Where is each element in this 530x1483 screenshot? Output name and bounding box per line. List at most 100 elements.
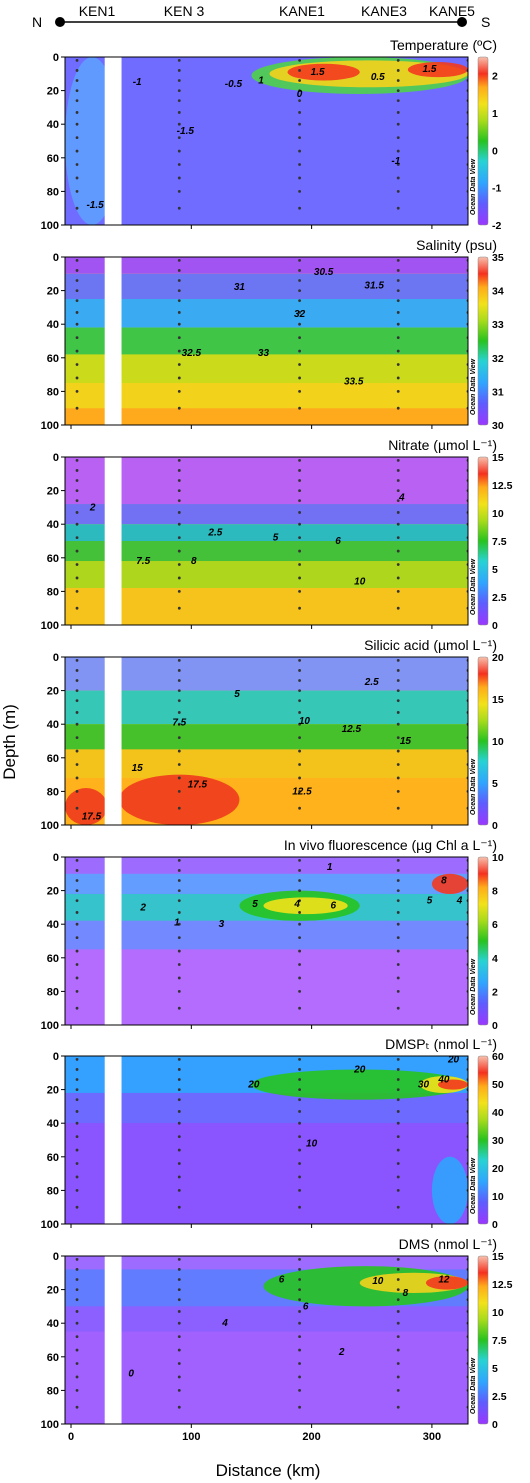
sample-point — [177, 1162, 181, 1165]
sample-point — [177, 669, 181, 672]
sample-point — [75, 1088, 79, 1091]
field-patch — [65, 788, 108, 825]
sample-point — [298, 299, 301, 303]
contour-label: 32 — [294, 309, 306, 320]
sample-point — [298, 1006, 301, 1010]
contour-label: 8 — [441, 876, 447, 887]
sample-point — [298, 1162, 301, 1165]
colorbar-tick-label: 40 — [492, 1107, 504, 1119]
sample-point — [75, 311, 79, 314]
y-tick-label: 80 — [47, 386, 59, 398]
colorbar-tick-label: 12.5 — [492, 1279, 513, 1291]
sample-point — [177, 679, 181, 682]
sample-point — [177, 722, 181, 726]
sample-point — [396, 776, 400, 780]
sample-point — [396, 1288, 400, 1291]
x-tick-label: 200 — [302, 1431, 320, 1443]
sample-point — [75, 1257, 79, 1261]
field-patch — [407, 62, 468, 78]
sample-point — [298, 1121, 301, 1125]
colorbar-tick-label: 0 — [492, 145, 498, 157]
contour-label: 6 — [279, 1275, 285, 1286]
heatmap-field: -1.5 -1 -0.5 -1.5 1 0 1.5 0.5 1.5 -1 — [65, 57, 468, 225]
colorbar-tick-label: 5 — [492, 564, 498, 576]
colorbar-watermark: Ocean Data View — [470, 558, 477, 615]
contour-label: 17.5 — [82, 812, 102, 823]
y-tick-label: 100 — [41, 820, 59, 832]
y-tick-label: 60 — [47, 1152, 59, 1164]
y-tick-label: 0 — [53, 52, 59, 64]
sample-point — [75, 163, 79, 166]
sample-point — [177, 563, 181, 566]
sample-point — [75, 711, 79, 714]
sample-point — [396, 1110, 400, 1113]
sample-point — [75, 879, 79, 882]
colorbar-tick-label: 0 — [492, 1419, 498, 1431]
sample-point — [177, 511, 181, 514]
panel-title: Temperature (ºC) — [390, 37, 497, 53]
sample-point — [396, 269, 400, 272]
sample-point — [75, 206, 79, 210]
y-tick-label: 0 — [53, 852, 59, 864]
sample-point — [75, 1098, 79, 1102]
sample-point — [396, 949, 400, 953]
y-tick-label: 80 — [47, 1185, 59, 1197]
contour-label: 7.5 — [172, 718, 186, 729]
sample-point — [75, 390, 79, 393]
sample-point — [298, 590, 301, 593]
field-patch — [425, 1276, 468, 1290]
field-band — [65, 354, 468, 383]
panel-title: DMSPₜ (nmol L⁻¹) — [385, 1036, 497, 1052]
data-gap — [104, 1256, 122, 1424]
sample-point — [75, 269, 79, 272]
sample-point — [177, 936, 181, 940]
sample-point — [177, 658, 181, 662]
y-tick-label: 100 — [41, 1219, 59, 1231]
sample-point — [298, 699, 301, 703]
sample-point — [298, 576, 301, 580]
sample-point — [177, 79, 181, 82]
colorbar-tick-label: 35 — [492, 252, 504, 264]
sample-point — [298, 99, 301, 103]
sample-point — [396, 206, 400, 210]
sample-point — [396, 69, 400, 72]
sample-point — [177, 269, 181, 272]
sample-point — [298, 311, 301, 314]
sample-point — [177, 176, 181, 180]
sample-point — [177, 699, 181, 703]
colorbar-tick-label: 0 — [492, 1219, 498, 1231]
x-tick-label: 0 — [68, 1431, 74, 1443]
sample-point — [396, 489, 400, 492]
sample-point — [298, 963, 301, 966]
sample-point — [177, 479, 181, 482]
station-label: KANE5 — [429, 3, 475, 19]
colorbar — [477, 1255, 489, 1425]
contour-label: 0 — [128, 1369, 134, 1380]
colorbar — [477, 1055, 489, 1225]
sample-point — [75, 1321, 79, 1325]
sample-point — [75, 336, 79, 340]
sample-point — [396, 176, 400, 180]
colorbar-tick-label: 30 — [492, 1135, 504, 1147]
contour-label: 6 — [335, 536, 341, 547]
colorbar-tick-label: 50 — [492, 1079, 504, 1091]
sample-point — [75, 806, 79, 810]
sample-point — [396, 99, 400, 103]
sample-point — [177, 879, 181, 882]
colorbar-watermark: Ocean Data View — [470, 758, 477, 815]
sample-point — [177, 749, 181, 753]
sample-point — [75, 536, 79, 540]
sample-point — [75, 406, 79, 410]
contour-label: 30 — [418, 1080, 430, 1091]
sample-point — [396, 549, 400, 553]
colorbar-tick-label: 31 — [492, 386, 504, 398]
sample-point — [298, 990, 301, 993]
field-patch — [431, 1156, 468, 1224]
y-tick-label: 0 — [53, 252, 59, 264]
sample-point — [75, 790, 79, 793]
sample-point — [396, 1389, 400, 1392]
colorbar-tick-label: 15 — [492, 452, 504, 464]
sample-point — [396, 299, 400, 303]
